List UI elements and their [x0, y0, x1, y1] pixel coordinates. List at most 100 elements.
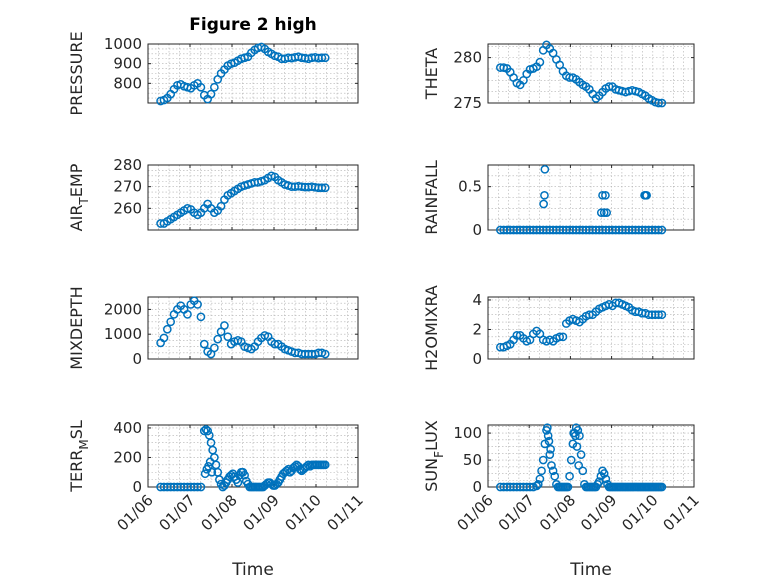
x-tick-label: 01/09 — [240, 491, 283, 534]
y-axis-label-subscript: T — [77, 197, 91, 206]
axes-border — [487, 164, 695, 231]
data-point — [599, 469, 609, 478]
data-point — [602, 208, 612, 218]
x-tick-label: 01/07 — [495, 491, 538, 534]
data-point — [654, 98, 663, 108]
data-point — [544, 436, 554, 446]
data-point — [657, 98, 667, 108]
x-tick-label: 01/06 — [454, 491, 497, 534]
y-tick-label: 900 — [113, 55, 142, 73]
y-tick-label: 200 — [113, 448, 142, 466]
data-point — [210, 343, 219, 353]
data-point — [654, 310, 663, 320]
data-point — [565, 471, 574, 481]
data-point — [162, 324, 172, 334]
x-tick-label: 01/11 — [324, 491, 367, 534]
data-point — [320, 460, 330, 470]
data-point — [220, 321, 229, 330]
data-point — [203, 426, 212, 436]
y-tick-label: 0 — [472, 221, 482, 239]
figure-title: Figure 2 high — [189, 15, 317, 35]
series-markers — [496, 298, 667, 352]
data-point — [550, 471, 560, 481]
x-tick-label: 01/11 — [660, 491, 703, 534]
x-tick-label: 01/06 — [114, 491, 157, 534]
series-markers — [156, 296, 330, 359]
subplot-5: 0 1000 2000 MIXDEPTH — [67, 286, 359, 370]
data-point — [574, 461, 583, 470]
x-tick-label: 01/07 — [156, 491, 199, 534]
data-point — [223, 332, 233, 342]
data-point — [320, 349, 330, 359]
data-point — [538, 455, 548, 465]
axes-border — [487, 296, 695, 360]
grid — [488, 165, 694, 230]
y-tick-label: 260 — [113, 199, 142, 217]
y-axis-label: RAINFALL — [422, 160, 441, 235]
data-point — [657, 225, 667, 235]
y-axis-label: AIRTEMP — [67, 163, 91, 231]
subplot-6: 0 2 4 H2OMIXRA — [422, 285, 695, 371]
data-point — [601, 190, 610, 200]
data-point — [320, 183, 330, 193]
data-point — [533, 479, 543, 489]
data-point — [166, 317, 176, 327]
data-point — [205, 457, 215, 467]
data-point — [240, 470, 249, 480]
x-tick-label: 01/08 — [536, 491, 579, 534]
y-tick-label: 800 — [113, 74, 142, 92]
series-markers — [156, 425, 330, 492]
grid — [148, 165, 358, 230]
data-point — [601, 474, 611, 484]
data-point — [540, 190, 549, 200]
data-point — [196, 82, 206, 92]
y-tick-label: 280 — [453, 49, 482, 67]
y-axis-label-main: SUN — [422, 458, 441, 492]
y-axis-label-rest: EMP — [67, 163, 86, 197]
data-point — [555, 332, 565, 342]
y-tick-label: 0 — [472, 478, 482, 496]
grid — [148, 425, 358, 487]
data-point — [570, 431, 580, 441]
data-point — [317, 53, 327, 63]
y-tick-label: 0 — [132, 350, 142, 368]
subplot-2: 275 280 THETA — [422, 40, 695, 112]
data-point — [539, 199, 548, 209]
x-axis-label: Time — [231, 560, 274, 580]
y-tick-label: 275 — [453, 94, 482, 112]
series-markers — [496, 164, 667, 235]
data-point — [317, 183, 327, 193]
x-tick-label: 01/08 — [198, 491, 241, 534]
data-point — [537, 466, 546, 476]
y-axis-label: SUNFLUX — [422, 420, 446, 492]
data-point — [563, 482, 573, 492]
data-point — [543, 431, 553, 441]
axes-border — [487, 43, 695, 104]
y-tick-label: 1000 — [104, 35, 142, 53]
grid — [488, 425, 694, 487]
y-axis-label-main: AIR — [67, 205, 86, 232]
data-point — [657, 482, 667, 492]
data-point — [535, 474, 545, 484]
data-point — [558, 332, 568, 342]
y-tick-label: 100 — [453, 424, 482, 442]
series-markers — [496, 423, 667, 492]
y-axis-label-subscript: M — [77, 439, 91, 449]
y-axis-label: PRESSURE — [67, 31, 86, 115]
series-markers — [156, 42, 330, 106]
data-point — [216, 201, 226, 211]
y-axis-label: TERRMSL — [67, 420, 91, 493]
data-point — [566, 455, 576, 465]
y-tick-label: 400 — [113, 419, 142, 437]
data-point — [578, 466, 588, 476]
data-point — [532, 481, 541, 491]
x-axis-label: Time — [569, 560, 612, 580]
subplot-3: 260 270 280 AIRTEMP — [67, 156, 359, 231]
data-point — [599, 208, 609, 218]
subplot-4: 0 0.5 RAINFALL — [422, 160, 695, 239]
series-markers — [156, 171, 330, 228]
data-point — [199, 339, 209, 349]
data-point — [193, 300, 202, 309]
y-axis-label: MIXDEPTH — [67, 286, 86, 369]
